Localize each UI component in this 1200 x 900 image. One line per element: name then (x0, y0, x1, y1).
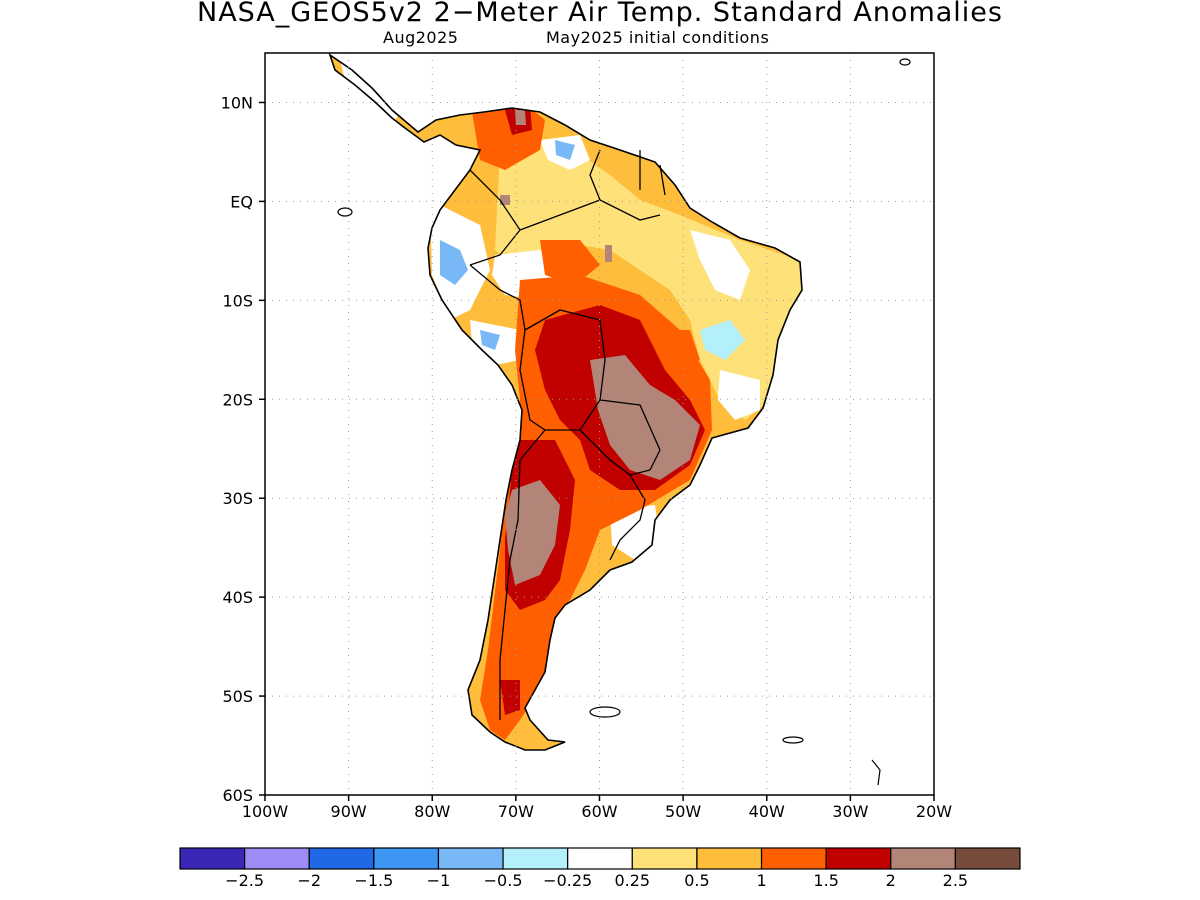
colorbar-label: −2.5 (225, 871, 264, 890)
lon-axis: 100W 90W 80W 70W 60W 50W 40W 30W 20W (242, 795, 952, 821)
colorbar-label: −0.5 (484, 871, 523, 890)
lon-label: 70W (498, 802, 534, 821)
colorbar-label: −2 (297, 871, 321, 890)
lon-label: 60W (581, 802, 617, 821)
colorbar-swatch (502, 847, 569, 870)
colorbar-label: −0.25 (543, 871, 592, 890)
colorbar-swatch (373, 847, 440, 870)
lat-label: 30S (222, 489, 253, 508)
colorbar-label: 0.25 (614, 871, 650, 890)
lon-label: 100W (242, 802, 289, 821)
colorbar-swatch (631, 847, 698, 870)
colorbar: −2.5 −2 −1.5 −1 −0.5 −0.25 0.25 0.5 1 1.5 2 2.5 (179, 847, 1021, 890)
lat-label: EQ (230, 192, 253, 211)
lon-label: 30W (832, 802, 868, 821)
colorbar-label: 0.5 (684, 871, 709, 890)
lon-label: 40W (749, 802, 785, 821)
chart-title: NASA_GEOS5v2 2−Meter Air Temp. Standard … (197, 0, 1003, 28)
colorbar-label: 2.5 (943, 871, 968, 890)
lon-label: 90W (331, 802, 367, 821)
colorbar-swatch (954, 847, 1021, 870)
colorbar-label: 2 (886, 871, 896, 890)
colorbar-swatch (244, 847, 310, 870)
colorbar-swatch (179, 847, 246, 870)
lat-label: 20S (222, 390, 253, 409)
colorbar-label: 1.5 (813, 871, 838, 890)
lon-label: 80W (414, 802, 450, 821)
colorbar-swatch (567, 847, 633, 870)
colorbar-swatch (825, 847, 892, 870)
initial-conditions: May2025 initial conditions (546, 28, 770, 47)
colorbar-swatch (760, 847, 827, 870)
colorbar-label: −1 (427, 871, 451, 890)
lat-label: 40S (222, 588, 253, 607)
colorbar-label: −1.5 (354, 871, 393, 890)
forecast-month: Aug2025 (383, 28, 459, 47)
lon-label: 20W (916, 802, 952, 821)
lat-label: 10S (222, 291, 253, 310)
colorbar-swatch (308, 847, 375, 870)
lat-label: 60S (222, 786, 253, 805)
graticule (265, 53, 934, 795)
islands (337, 58, 911, 786)
colorbar-swatch (437, 847, 504, 870)
colorbar-swatch (696, 847, 763, 870)
colorbar-swatch (890, 847, 956, 870)
lon-label: 50W (665, 802, 701, 821)
lat-axis: 10N EQ 10S 20S 30S 40S 50S 60S (221, 93, 265, 805)
lat-label: 50S (222, 687, 253, 706)
lat-label: 10N (221, 93, 253, 112)
colorbar-label: 1 (756, 871, 766, 890)
